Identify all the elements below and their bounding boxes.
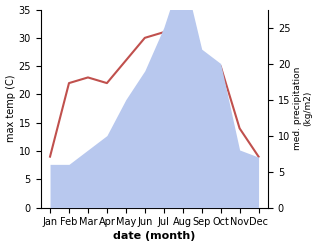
X-axis label: date (month): date (month) bbox=[113, 231, 196, 242]
Y-axis label: med. precipitation
(kg/m2): med. precipitation (kg/m2) bbox=[293, 67, 313, 150]
Y-axis label: max temp (C): max temp (C) bbox=[5, 75, 16, 142]
